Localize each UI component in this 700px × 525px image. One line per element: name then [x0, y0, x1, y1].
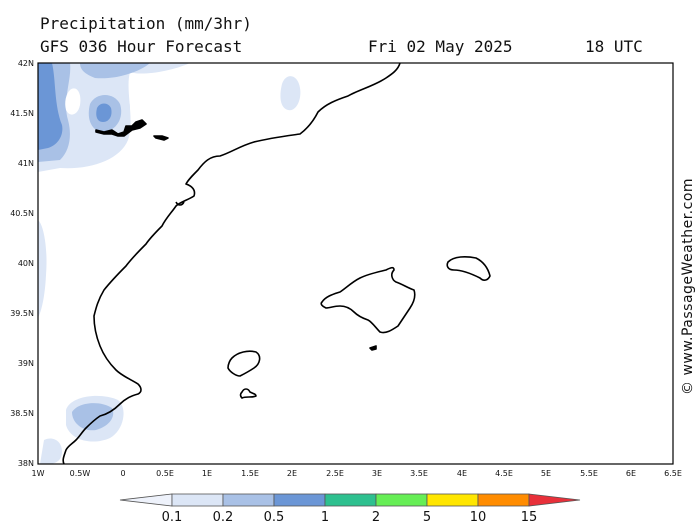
precip-area-light: [280, 76, 301, 111]
legend-label: 5: [423, 510, 431, 525]
coast-islet: [95, 119, 147, 137]
legend-swatch-above: [528, 493, 581, 507]
lon-tick-label: 4.5E: [495, 469, 513, 478]
lat-tick-label: 42N: [18, 59, 34, 68]
lat-tick-label: 40.5N: [10, 209, 34, 218]
legend-label: 0.5: [264, 510, 285, 525]
island-ibiza: [227, 350, 261, 377]
legend-swatch: [477, 493, 530, 507]
lat-tick-label: 39N: [18, 359, 34, 368]
lat-tick-label: 38.5N: [10, 409, 34, 418]
precip-area-light: [40, 438, 62, 464]
precipitation-shading: [38, 63, 301, 464]
lon-tick-label: 3E: [372, 469, 382, 478]
map-frame: [37, 62, 674, 465]
longitude-axis: 1W 0.5W 0 0.5E 1E 1.5E 2E 2.5E 3E 3.5E 4…: [32, 469, 682, 478]
forecast-time: 18 UTC: [585, 37, 643, 56]
map-title: Precipitation (mm/3hr): [40, 14, 252, 33]
lon-tick-label: 6E: [626, 469, 636, 478]
lon-tick-label: 1E: [202, 469, 212, 478]
lat-tick-label: 41.5N: [10, 109, 34, 118]
forecast-date: Fri 02 May 2025: [368, 37, 513, 56]
lat-tick-label: 40N: [18, 259, 34, 268]
lat-tick-label: 39.5N: [10, 309, 34, 318]
precipitation-legend: 0.1 0.2 0.5 1 2 5 10 15: [119, 493, 581, 525]
precip-area-medium: [80, 63, 150, 79]
lon-tick-label: 5.5E: [580, 469, 598, 478]
precip-area-light: [38, 220, 47, 318]
site-credit: © www.PassageWeather.com: [680, 177, 696, 395]
legend-label: 10: [470, 510, 487, 525]
iberian-coastline: [62, 63, 401, 464]
precip-area-heavy: [96, 103, 112, 122]
lon-tick-label: 0.5W: [70, 469, 91, 478]
lat-tick-label: 38N: [18, 459, 34, 468]
island-cabrera: [369, 345, 377, 351]
island-mallorca: [320, 266, 416, 334]
legend-label: 1: [321, 510, 329, 525]
legend-swatch: [426, 493, 479, 507]
legend-label: 2: [372, 510, 380, 525]
forecast-model: GFS 036 Hour Forecast: [40, 37, 243, 56]
legend-label: 0.2: [213, 510, 234, 525]
precip-area-heavy: [38, 63, 63, 150]
lon-tick-label: 0.5E: [156, 469, 174, 478]
lon-tick-label: 3.5E: [410, 469, 428, 478]
legend-swatch: [171, 493, 224, 507]
precip-area-medium: [72, 403, 114, 431]
legend-swatch-below: [119, 493, 173, 507]
lon-tick-label: 2E: [287, 469, 297, 478]
lon-tick-label: 0: [120, 469, 125, 478]
lon-tick-label: 2.5E: [326, 469, 344, 478]
island-menorca: [446, 256, 491, 281]
precip-gap: [65, 88, 81, 115]
lon-tick-label: 6.5E: [664, 469, 682, 478]
coast-islet: [153, 135, 169, 141]
legend-label: 0.1: [162, 510, 183, 525]
coastlines: [62, 63, 491, 464]
latitude-axis: 42N 41.5N 41N 40.5N 40N 39.5N 39N 38.5N …: [10, 59, 34, 468]
lon-tick-label: 4E: [457, 469, 467, 478]
island-formentera: [239, 388, 257, 399]
legend-swatch: [273, 493, 326, 507]
lon-tick-label: 1.5E: [241, 469, 259, 478]
lon-tick-label: 5E: [541, 469, 551, 478]
legend-label: 15: [521, 510, 538, 525]
lat-tick-label: 41N: [18, 159, 34, 168]
lon-tick-label: 1W: [32, 469, 45, 478]
legend-swatch: [375, 493, 428, 507]
legend-swatch: [324, 493, 377, 507]
coast-detail: [175, 201, 185, 206]
legend-swatch: [222, 493, 275, 507]
